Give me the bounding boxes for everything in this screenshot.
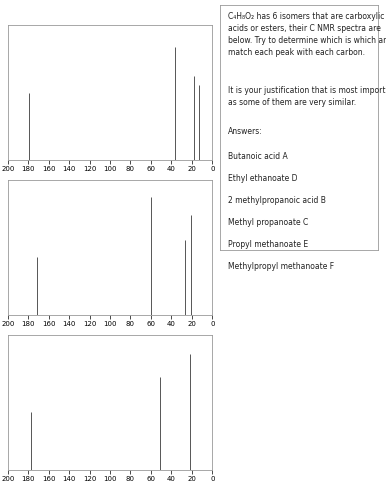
Text: Answers:: Answers: [228, 128, 263, 136]
Text: 2 methylpropanoic acid B: 2 methylpropanoic acid B [228, 196, 326, 205]
Text: Ethyl ethanoate D: Ethyl ethanoate D [228, 174, 298, 183]
Text: Methylpropyl methanoate F: Methylpropyl methanoate F [228, 262, 334, 271]
Text: It is your justification that is most important
as some of them are very similar: It is your justification that is most im… [228, 86, 386, 106]
Text: C₄H₈O₂ has 6 isomers that are carboxylic
acids or esters, their C NMR spectra ar: C₄H₈O₂ has 6 isomers that are carboxylic… [228, 12, 386, 56]
Text: Butanoic acid A: Butanoic acid A [228, 152, 288, 161]
Text: Propyl methanoate E: Propyl methanoate E [228, 240, 308, 249]
Text: Methyl propanoate C: Methyl propanoate C [228, 218, 308, 227]
